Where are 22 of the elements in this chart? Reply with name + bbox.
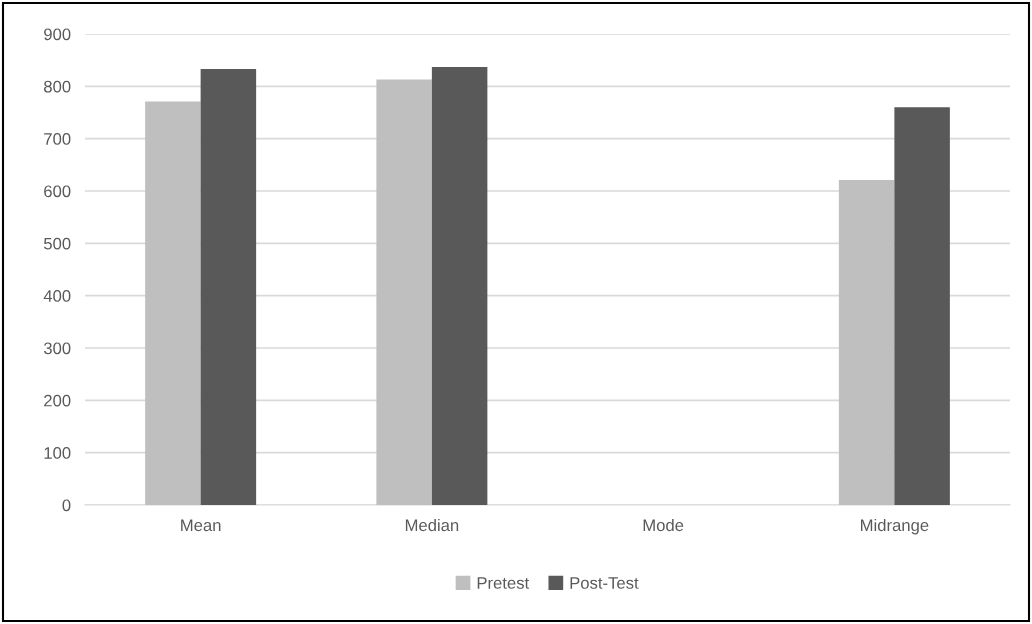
bar bbox=[145, 101, 201, 505]
y-tick-label: 800 bbox=[44, 80, 71, 93]
y-tick-label: 0 bbox=[62, 499, 71, 512]
bar bbox=[838, 180, 895, 505]
y-tick-label: 100 bbox=[44, 447, 71, 459]
bar bbox=[894, 107, 950, 505]
x-tick-label: Midrange bbox=[861, 518, 929, 535]
x-tick-label: Median bbox=[405, 518, 459, 532]
bar bbox=[376, 79, 432, 505]
y-tick-label: 300 bbox=[43, 342, 71, 355]
y-tick-label: 600 bbox=[44, 185, 71, 198]
x-tick-label: Mode bbox=[643, 518, 684, 532]
y-tick-label: 200 bbox=[44, 394, 71, 407]
x-tick-label: Mean bbox=[181, 519, 221, 532]
bar bbox=[431, 66, 488, 505]
y-tick-label: 900 bbox=[44, 28, 71, 41]
y-tick-label: 700 bbox=[44, 133, 71, 145]
bar bbox=[200, 69, 257, 505]
legend-label: Post-Test bbox=[570, 577, 639, 589]
y-tick-label: 500 bbox=[43, 237, 71, 250]
y-tick-label: 400 bbox=[43, 290, 71, 302]
legend-label: Pretest bbox=[477, 577, 530, 589]
